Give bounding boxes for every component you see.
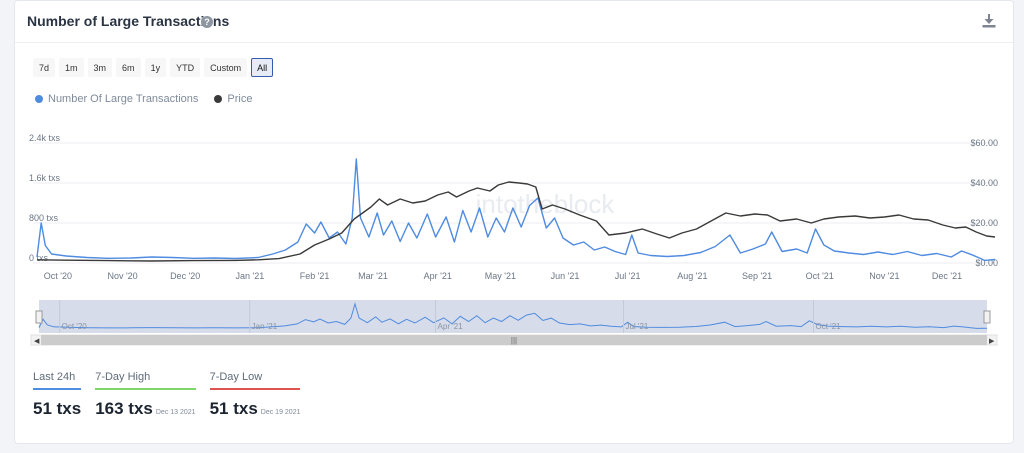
x-tick-label: Oct '20 (44, 271, 72, 281)
card-header: Number of Large Transactions ? (15, 1, 1013, 43)
stats-row: Last 24h 51 txs 7-Day High 163 txs Dec 1… (33, 371, 301, 419)
question-circle-icon[interactable]: ? (201, 16, 213, 28)
x-tick-label: May '21 (485, 271, 516, 281)
x-tick-label: Dec '21 (932, 271, 962, 281)
y-right-tick-label: $0.00 (975, 258, 998, 268)
y-left-tick-label: 2.4k txs (29, 133, 61, 143)
x-tick-label: Apr '21 (424, 271, 452, 281)
chart-card: Number of Large Transactions ? 7d 1m 3m … (14, 0, 1014, 444)
stat-7day-low: 7-Day Low 51 txs Dec 19 2021 (209, 371, 301, 419)
y-right-tick-label: $40.00 (970, 178, 998, 188)
price-series-line (36, 181, 996, 262)
x-tick-label: Sep '21 (742, 271, 772, 281)
range-navigator[interactable]: Oct '20 Jan '21 Apr '21 Jul '21 Oct '21 ||| ◀ ▶ (15, 297, 1013, 347)
stat-label-7day-high: 7-Day High (95, 371, 196, 390)
x-tick-label: Nov '20 (107, 271, 137, 281)
legend-item-price[interactable]: Price (214, 93, 252, 105)
x-tick-label: Oct '21 (806, 271, 834, 281)
page-title: Number of Large Transactions (27, 13, 230, 29)
legend-label-price: Price (227, 93, 253, 105)
stat-7day-high: 7-Day High 163 txs Dec 13 2021 (95, 371, 196, 419)
download-icon[interactable] (981, 13, 997, 29)
stat-last-24h: Last 24h 51 txs (33, 371, 82, 419)
range-1m-button[interactable]: 1m (59, 58, 84, 77)
range-6m-button[interactable]: 6m (116, 58, 141, 77)
x-tick-label: Jun '21 (551, 271, 580, 281)
transactions-series-line (36, 158, 996, 262)
range-selector: 7d 1m 3m 6m 1y YTD Custom All (33, 58, 274, 78)
x-tick-label: Mar '21 (358, 271, 388, 281)
navigator-tick-label: Jan '21 (252, 322, 278, 331)
range-all-button[interactable]: All (251, 58, 274, 77)
x-tick-label: Jul '21 (615, 271, 641, 281)
range-3m-button[interactable]: 3m (87, 58, 113, 77)
navigator-left-handle[interactable] (35, 310, 43, 324)
range-custom-button[interactable]: Custom (204, 58, 248, 77)
scrollbar-grip-icon: ||| (511, 336, 517, 345)
navigator-series-line (38, 302, 988, 329)
y-right-tick-label: $20.00 (970, 218, 998, 228)
scroll-right-arrow-icon[interactable]: ▶ (989, 338, 995, 345)
range-ytd-button[interactable]: YTD (170, 58, 201, 77)
stat-date-7day-high: Dec 13 2021 (155, 409, 196, 416)
stat-date-7day-low: Dec 19 2021 (260, 409, 301, 416)
stat-label-7day-low: 7-Day Low (209, 371, 301, 390)
y-left-tick-label: 0 txs (29, 253, 49, 263)
navigator-tick-label: Oct '20 (62, 322, 88, 331)
stat-value-last-24h: 51 txs (33, 399, 82, 418)
legend-label-transactions: Number Of Large Transactions (48, 93, 199, 105)
x-tick-label: Nov '21 (869, 271, 899, 281)
stat-value-7day-low: 51 txs (209, 399, 258, 418)
stat-value-7day-high: 163 txs (95, 399, 153, 418)
legend-item-transactions[interactable]: Number Of Large Transactions (35, 93, 198, 105)
chart-legend: Number Of Large Transactions Price (35, 93, 252, 105)
x-tick-label: Dec '20 (170, 271, 200, 281)
y-right-tick-label: $60.00 (970, 138, 998, 148)
y-left-tick-label: 800 txs (29, 213, 59, 223)
scroll-left-arrow-icon[interactable]: ◀ (34, 338, 40, 345)
y-left-tick-label: 1.6k txs (29, 173, 61, 183)
x-tick-label: Aug '21 (677, 271, 707, 281)
navigator-right-handle[interactable] (983, 310, 991, 324)
range-1y-button[interactable]: 1y (144, 58, 167, 77)
navigator-tick-label: Jul '21 (625, 322, 648, 331)
navigator-tick-label: Oct '21 (816, 322, 842, 331)
x-tick-label: Jan '21 (236, 271, 265, 281)
range-7d-button[interactable]: 7d (33, 58, 56, 77)
scrollbar-thumb[interactable] (41, 335, 987, 345)
legend-dot-transactions (35, 95, 43, 103)
main-chart[interactable]: 0 txs 800 txs 1.6k txs 2.4k txs $0.00 $20.00 $… (15, 131, 1013, 281)
stat-label-last-24h: Last 24h (33, 371, 82, 390)
navigator-tick-label: Apr '21 (438, 322, 464, 331)
legend-dot-price (214, 95, 223, 103)
x-tick-label: Feb '21 (300, 271, 330, 281)
watermark-logo: intotheblock (476, 189, 616, 219)
